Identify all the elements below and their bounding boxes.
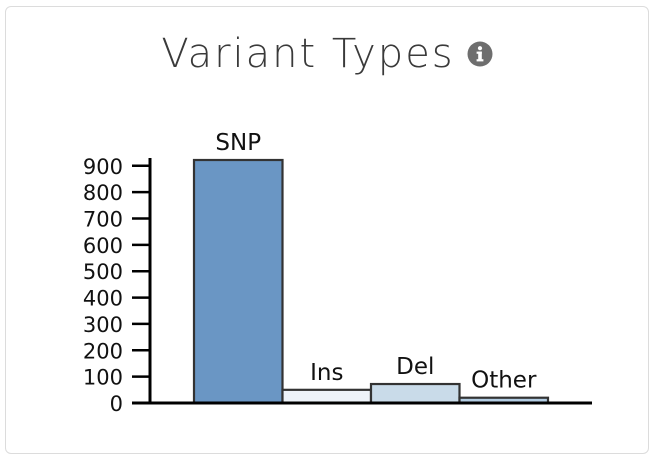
- y-tick-label-0: 0: [110, 392, 123, 416]
- y-tick-label-300: 300: [83, 313, 123, 337]
- info-circle-icon[interactable]: [467, 41, 493, 67]
- y-tick-label-600: 600: [83, 234, 123, 258]
- y-tick-label-400: 400: [83, 287, 123, 311]
- bar-label-snp: SNP: [215, 130, 261, 156]
- bar-snp[interactable]: [192, 158, 284, 405]
- bar-del[interactable]: [369, 382, 461, 405]
- bar-label-other: Other: [471, 368, 537, 394]
- bar-labels-group: SNP Ins Del Other: [215, 130, 537, 394]
- bar-ins[interactable]: [281, 388, 373, 405]
- y-tick-label-500: 500: [83, 260, 123, 284]
- title-row: Variant Types: [6, 29, 648, 79]
- y-tick-label-700: 700: [83, 208, 123, 232]
- chart-title: Variant Types: [161, 31, 455, 77]
- y-tick-label-100: 100: [83, 366, 123, 390]
- bar-label-del: Del: [396, 354, 434, 380]
- y-tick-label-200: 200: [83, 339, 123, 363]
- bars-group: [192, 158, 550, 405]
- y-tick-label-900: 900: [83, 155, 123, 179]
- y-tick-label-800: 800: [83, 181, 123, 205]
- bar-label-ins: Ins: [310, 360, 343, 386]
- chart-card: Variant Types: [5, 6, 649, 454]
